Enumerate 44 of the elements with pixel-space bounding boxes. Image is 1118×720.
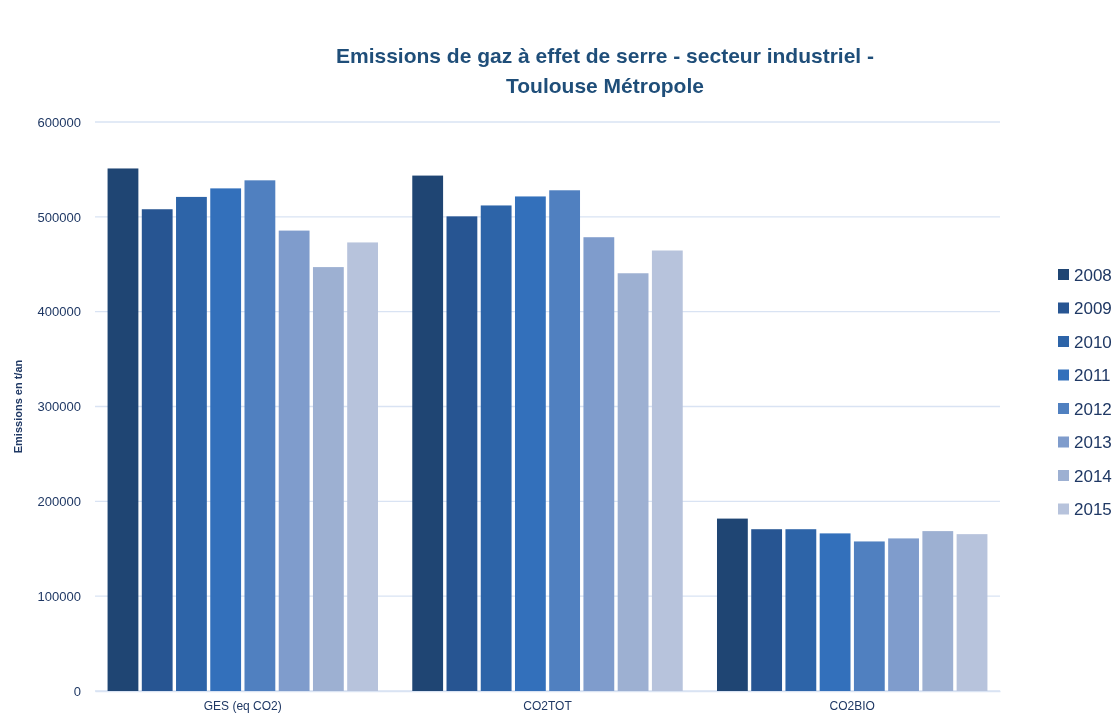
bar bbox=[176, 196, 207, 691]
legend-label: 2013 bbox=[1074, 433, 1112, 453]
bar bbox=[210, 188, 242, 691]
x-tick-label: CO2TOT bbox=[523, 698, 573, 713]
bar bbox=[888, 538, 919, 691]
x-tick-label: CO2BIO bbox=[829, 698, 875, 713]
y-tick-label: 600000 bbox=[37, 114, 81, 130]
bar bbox=[651, 250, 683, 691]
y-tick-label: 0 bbox=[73, 683, 81, 699]
chart-title: Emissions de gaz à effet de serre - secteur industriel - Toulouse Métropole bbox=[335, 44, 875, 97]
y-tick-label: 500000 bbox=[37, 209, 81, 225]
bar bbox=[347, 242, 379, 691]
legend-label: 2009 bbox=[1074, 299, 1112, 319]
y-tick-label: 100000 bbox=[37, 588, 81, 604]
bar bbox=[819, 533, 851, 691]
legend-label: 2008 bbox=[1074, 265, 1112, 285]
bar bbox=[141, 209, 173, 691]
bar bbox=[853, 541, 885, 691]
bar bbox=[617, 273, 649, 691]
y-tick-label: 200000 bbox=[37, 493, 81, 509]
bar bbox=[480, 205, 512, 691]
y-axis-title: Emissions en t/an bbox=[12, 359, 24, 454]
legend-label: 2011 bbox=[1074, 366, 1111, 386]
legend-label: 2010 bbox=[1074, 332, 1112, 352]
bar bbox=[244, 180, 276, 691]
bar bbox=[446, 216, 478, 691]
bar bbox=[514, 196, 546, 691]
bar bbox=[549, 190, 581, 691]
bar bbox=[751, 529, 783, 691]
bar bbox=[716, 518, 748, 691]
bar bbox=[956, 534, 988, 691]
bar bbox=[278, 230, 310, 691]
legend-label: 2014 bbox=[1074, 466, 1112, 486]
bar bbox=[785, 529, 817, 691]
y-tick-label: 400000 bbox=[37, 304, 81, 320]
bar bbox=[922, 531, 954, 691]
legend-label: 2015 bbox=[1074, 500, 1112, 520]
bar bbox=[583, 237, 615, 691]
bar bbox=[412, 175, 444, 691]
x-tick-label: GES (eq CO2) bbox=[203, 698, 282, 713]
legend-label: 2012 bbox=[1074, 399, 1112, 419]
y-tick-label: 300000 bbox=[37, 399, 81, 415]
bar bbox=[107, 168, 139, 691]
bar bbox=[312, 267, 344, 691]
